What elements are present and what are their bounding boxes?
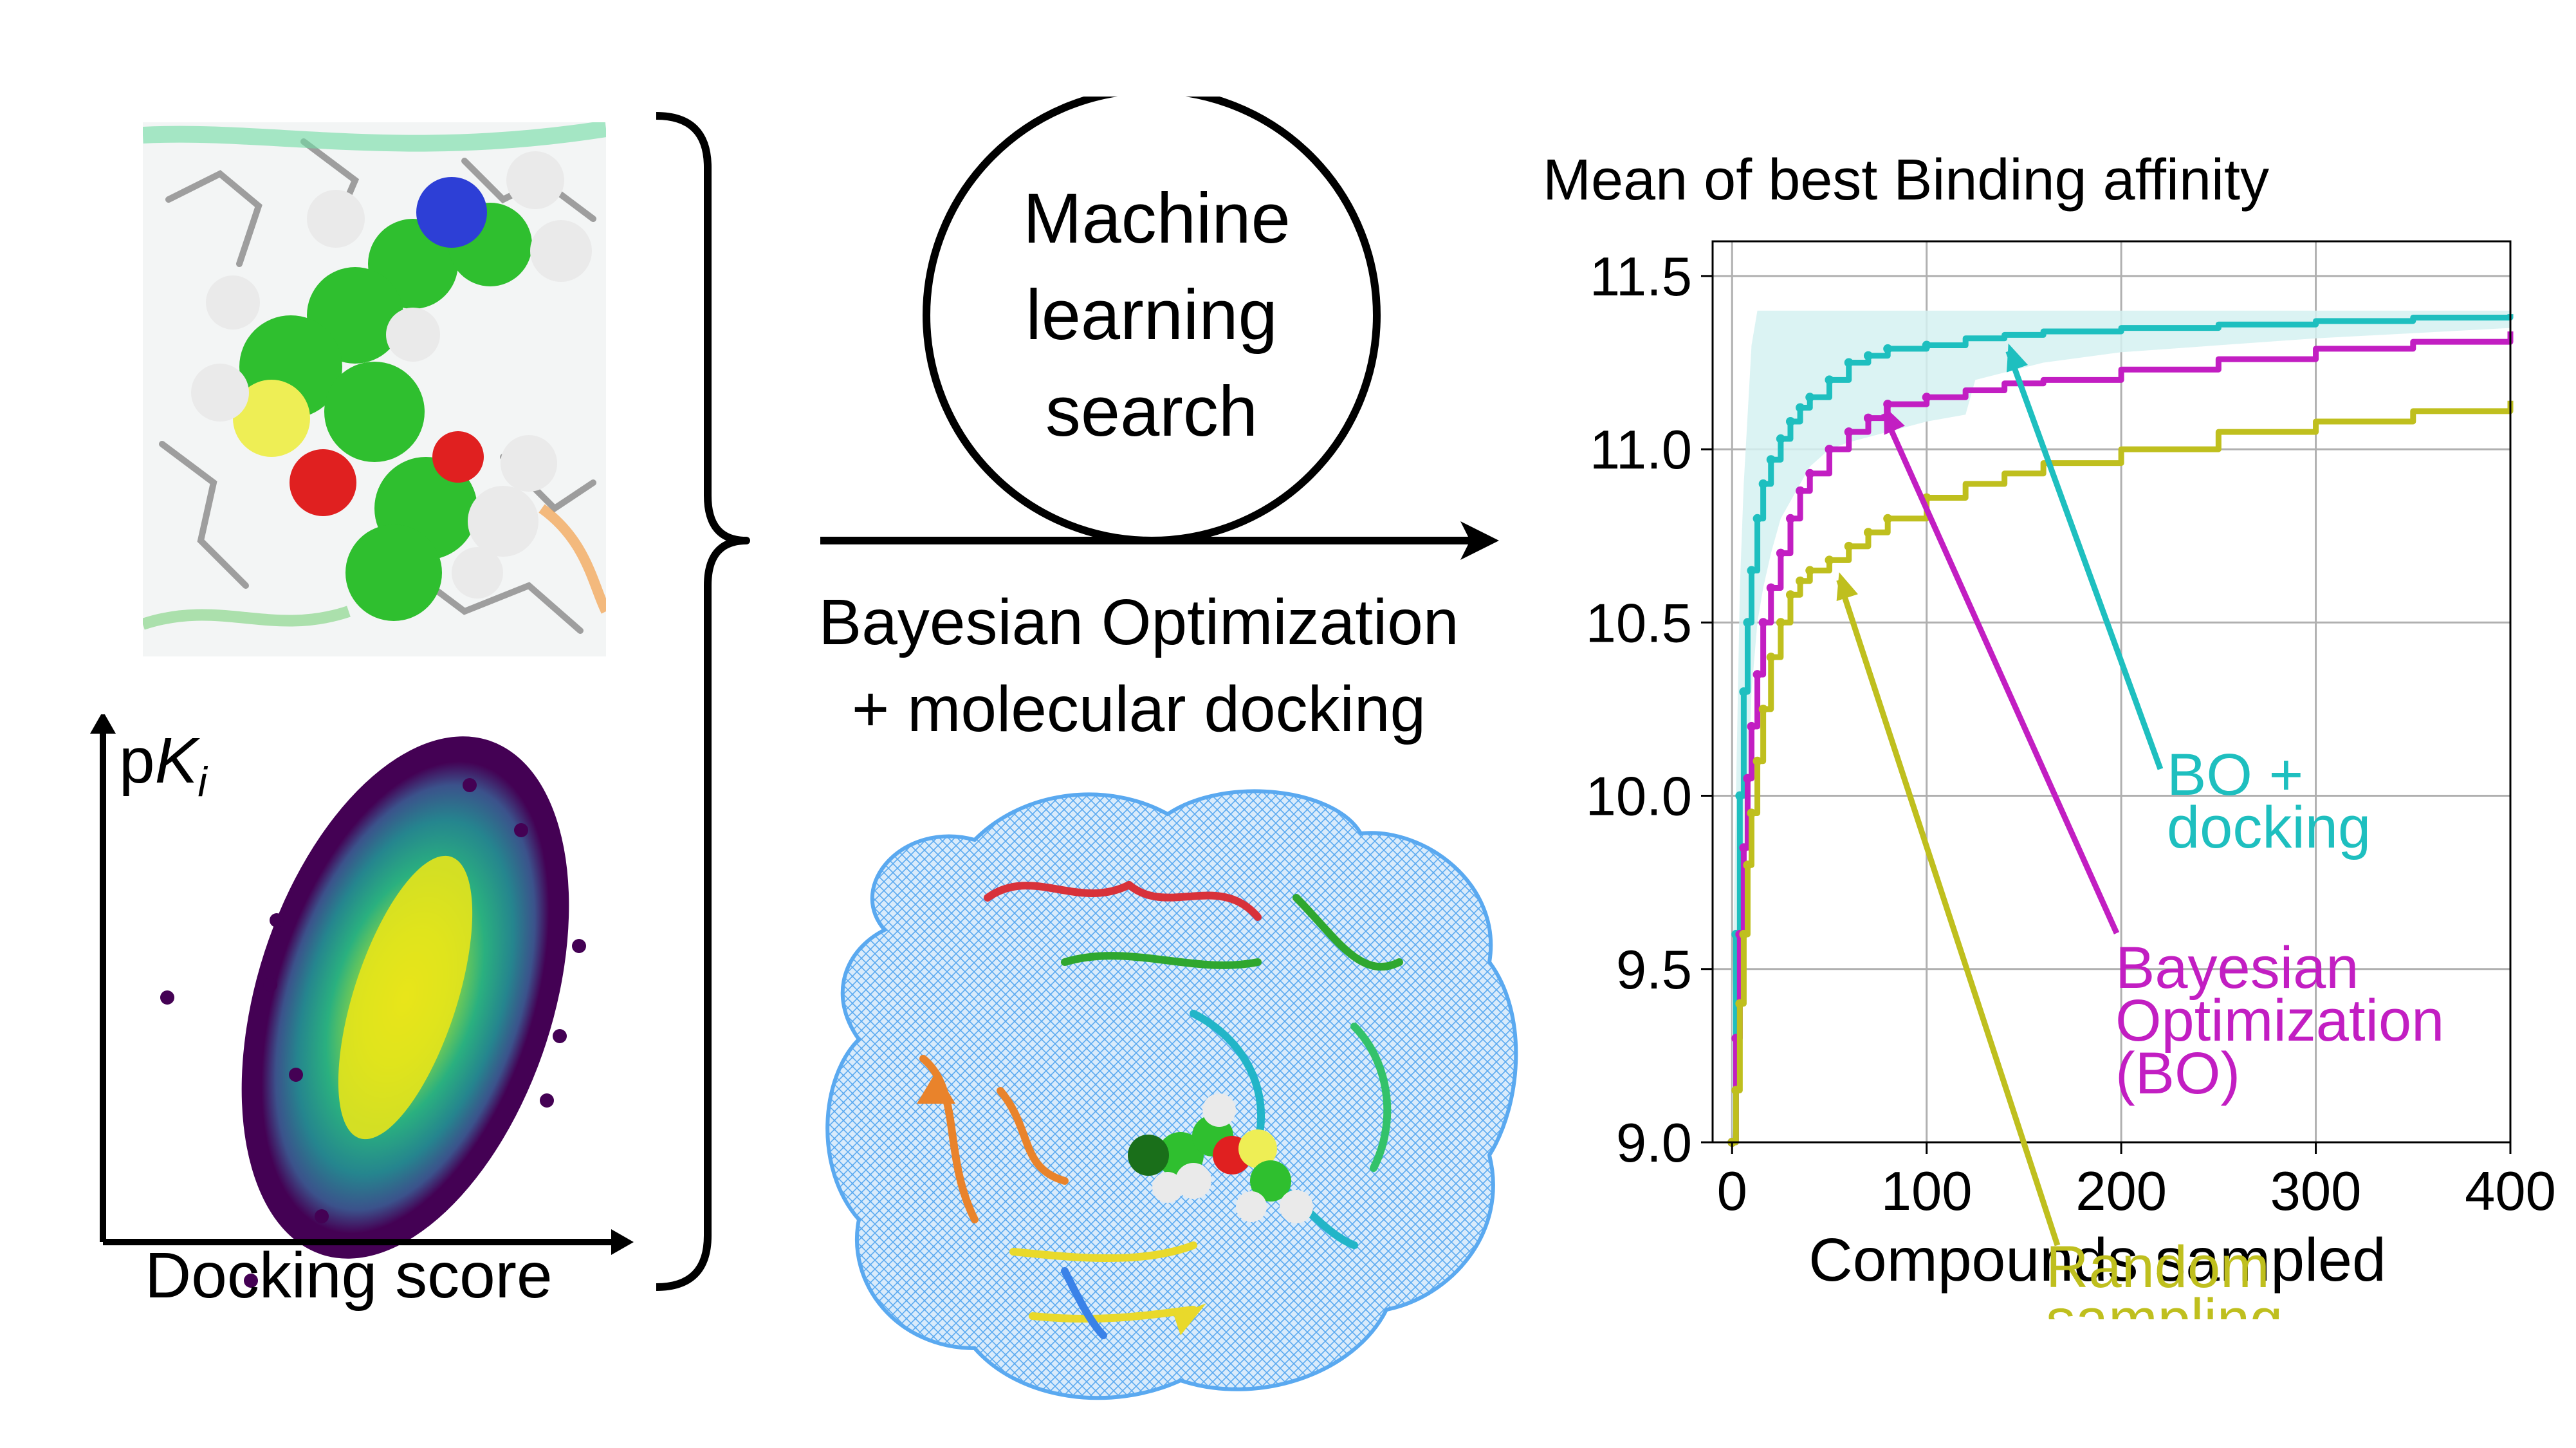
series-point-2: [1776, 618, 1785, 627]
binding-affinity-chart: Mean of best Binding affinity 0 100 200 300…: [1543, 148, 2556, 1319]
series-point-1: [1825, 445, 1834, 454]
series-point-0: [1863, 351, 1873, 360]
series-point-2: [1785, 590, 1795, 600]
annotation-arrow-2: [1836, 579, 2061, 1247]
series-point-1: [1747, 721, 1756, 731]
x-axis-label: Compounds sampled: [1808, 1226, 2386, 1294]
y-tick-label: 10.0: [1586, 766, 1692, 828]
pki-axis-label: pKi: [119, 724, 207, 806]
series-point-1: [1796, 486, 1805, 496]
y-tick-label: 9.5: [1616, 940, 1692, 1001]
series-point-2: [1863, 528, 1873, 537]
series-point-2: [1766, 653, 1776, 662]
pki-prefix: p: [119, 725, 155, 797]
annotation-arrowhead-0: [2006, 343, 2029, 373]
series-point-1: [1844, 427, 1854, 437]
series-point-1: [1753, 670, 1762, 680]
series-point-0: [1844, 358, 1854, 367]
ligand-pocket-image: [143, 122, 606, 656]
series-point-2: [1739, 929, 1749, 939]
circle-line-2: learning: [1026, 275, 1278, 355]
tick-layer: 0 100 200 300 400 9.0 9.5 10.0 10.5 11.0 11.5: [1586, 246, 2556, 1222]
series-point-0: [1776, 434, 1785, 443]
method-label-2: + molecular docking: [851, 673, 1426, 745]
flow-diagram: [656, 97, 1499, 1291]
y-tick-label: 9.0: [1616, 1113, 1692, 1174]
x-tick-label: 400: [2465, 1161, 2556, 1222]
series-point-2: [1735, 999, 1745, 1008]
series-point-2: [1883, 514, 1893, 523]
series-point-0: [1735, 791, 1745, 801]
series-point-0: [1753, 514, 1762, 523]
series-point-0: [1747, 566, 1756, 575]
series-point-1: [1739, 843, 1749, 853]
annotation-text-2: sampling: [2046, 1287, 2283, 1319]
curly-brace: [656, 112, 750, 1291]
series-point-1: [1883, 400, 1893, 409]
chart-title: Mean of best Binding affinity: [1543, 148, 2269, 212]
docking-score-label: Docking score: [145, 1239, 553, 1312]
series-point-1: [1785, 514, 1795, 523]
series-point-1: [1922, 393, 1931, 402]
series-point-1: [1863, 413, 1873, 423]
annotation-text-1: Bayesian: [2115, 935, 2359, 1001]
series-point-0: [1785, 417, 1795, 426]
series-point-0: [1922, 340, 1931, 350]
series-point-2: [1796, 576, 1805, 586]
y-tick-label: 11.0: [1590, 420, 1692, 481]
series-point-2: [1747, 808, 1756, 818]
series-point-1: [1776, 548, 1785, 558]
x-tick-label: 100: [1881, 1161, 1973, 1222]
y-tick-label: 10.5: [1586, 593, 1692, 654]
series-layer: [1727, 314, 2514, 1147]
series-point-2: [1731, 1086, 1741, 1095]
series-point-2: [1758, 704, 1768, 714]
series-point-1: [1805, 469, 1815, 478]
pki-sub: i: [198, 758, 207, 805]
circle-line-1: Machine: [1023, 179, 1291, 258]
annotation-text-2: Random: [2046, 1234, 2270, 1300]
protein-mesh-image: [825, 789, 1518, 1400]
series-point-2: [1805, 566, 1815, 575]
series-point-0: [1805, 393, 1815, 402]
series-point-1: [1743, 774, 1753, 783]
series-point-2: [1844, 541, 1854, 551]
annotation-arrow-0: [2005, 350, 2164, 770]
annotation-arrowhead-1: [1884, 405, 1905, 435]
x-tick-label: 200: [2075, 1161, 2167, 1222]
series-point-0: [1743, 618, 1753, 627]
series-point-0: [1883, 344, 1893, 353]
pki-var: K: [154, 725, 198, 797]
annotation-text-1: Optimization: [2115, 988, 2444, 1054]
annotation-arrowhead-2: [1836, 572, 1858, 601]
circle-line-3: search: [1045, 372, 1258, 451]
series-point-2: [1743, 860, 1753, 870]
annotation-arrow-1: [1881, 412, 2120, 934]
x-tick-label: 0: [1717, 1161, 1747, 1222]
series-point-1: [1766, 583, 1776, 593]
series-point-0: [1739, 687, 1749, 696]
x-tick-label: 300: [2270, 1161, 2362, 1222]
plot-frame: [1711, 240, 2512, 1144]
annotation-text-0: BO +: [2167, 742, 2303, 808]
y-tick-label: 11.5: [1590, 246, 1692, 308]
series-point-0: [1758, 479, 1768, 488]
series-point-0: [1825, 375, 1834, 385]
annotation-text-0: docking: [2167, 795, 2371, 860]
series-point-2: [1825, 555, 1834, 565]
series-point-1: [1758, 618, 1768, 627]
series-point-0: [1766, 455, 1776, 465]
series-point-2: [1753, 756, 1762, 766]
series-point-0: [1796, 403, 1805, 413]
method-label-1: Bayesian Optimization: [818, 586, 1459, 658]
circle-text: Machine learning search: [1023, 171, 1291, 460]
annotation-text-1: (BO): [2115, 1041, 2240, 1106]
pki-vs-docking-density-plot: [90, 714, 634, 1288]
